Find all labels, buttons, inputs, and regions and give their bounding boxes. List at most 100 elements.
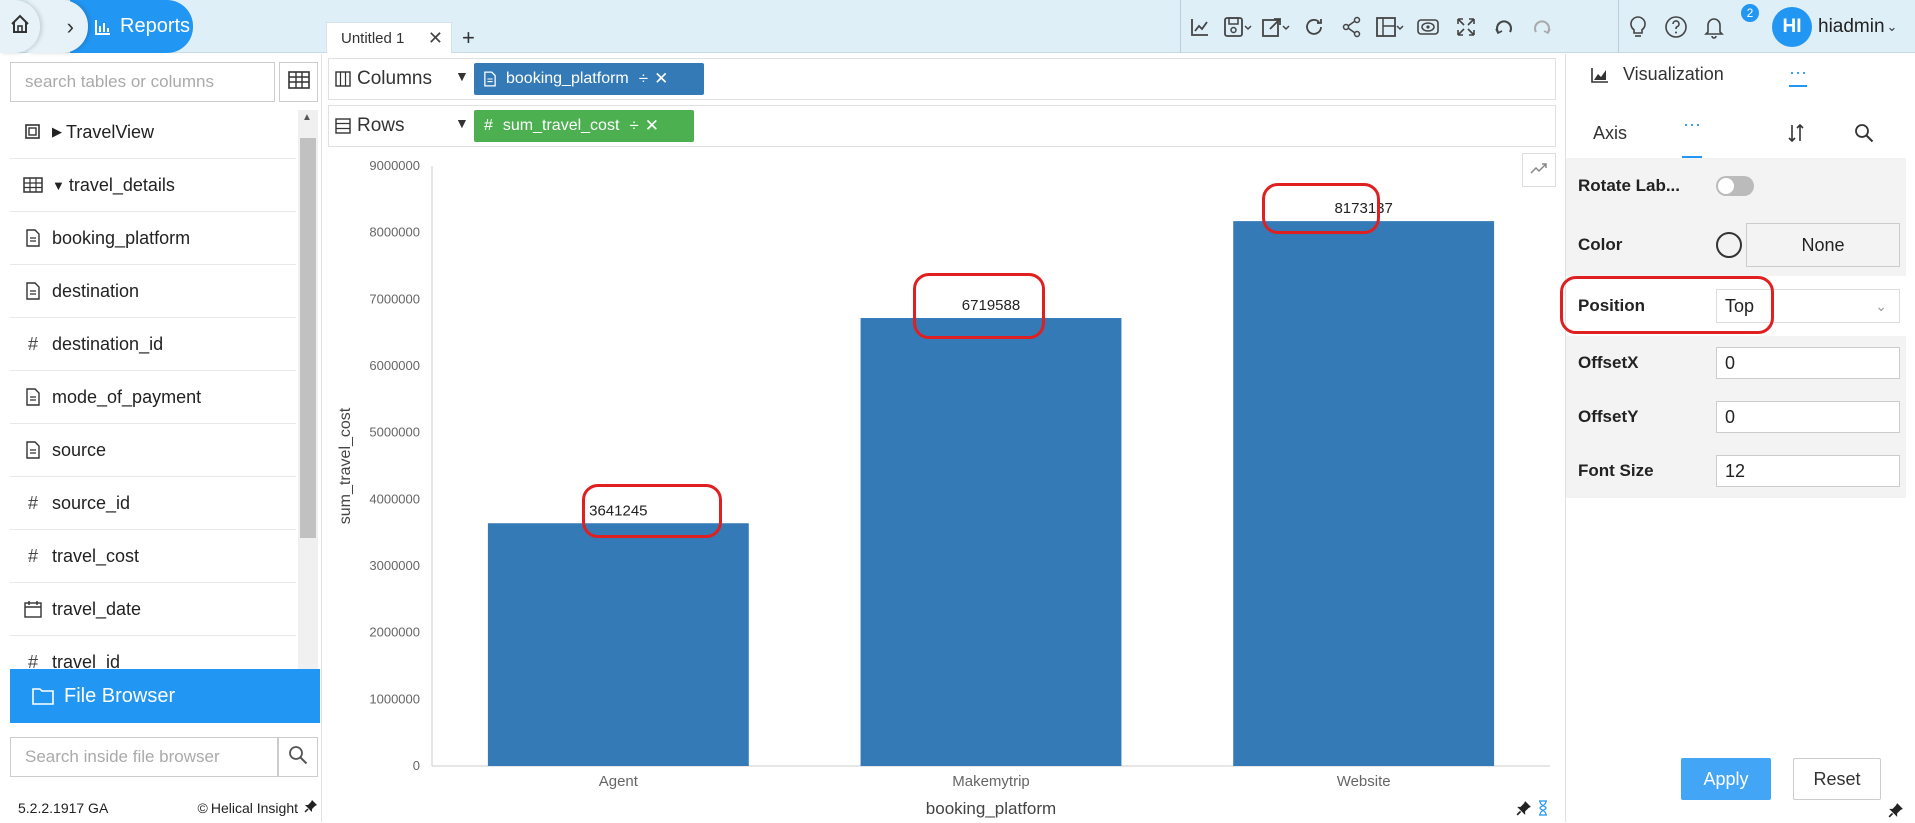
add-tab-button[interactable]: +: [462, 24, 475, 50]
field-destination-id[interactable]: # destination_id: [10, 318, 296, 371]
color-swatch[interactable]: [1716, 232, 1742, 258]
field-mode-of-payment[interactable]: mode_of_payment: [10, 371, 296, 424]
offsetx-input[interactable]: 0: [1716, 347, 1900, 379]
table-search-input[interactable]: [11, 63, 274, 101]
version-label: 5.2.2.1917 GA: [18, 799, 109, 816]
layout-icon[interactable]: [1371, 0, 1409, 53]
field-label: source: [52, 439, 107, 460]
file-browser-button[interactable]: File Browser: [10, 669, 320, 723]
split-icon[interactable]: ÷: [629, 116, 645, 135]
rows-pill-sum-travel-cost[interactable]: # sum_travel_cost ÷✕: [474, 110, 694, 142]
position-select[interactable]: Top ⌄: [1716, 289, 1900, 323]
search-icon[interactable]: [1854, 123, 1874, 143]
line-chart-tool-icon[interactable]: [1181, 0, 1219, 53]
tab-more-active[interactable]: ···: [1682, 114, 1702, 158]
field-travel-cost[interactable]: # travel_cost: [10, 530, 296, 583]
pin-icon[interactable]: [1888, 802, 1904, 823]
font-size-input[interactable]: 12: [1716, 455, 1900, 487]
file-search-button[interactable]: [278, 737, 318, 777]
columns-pill-booking-platform[interactable]: booking_platform ÷✕: [474, 63, 704, 95]
export-icon[interactable]: [1257, 0, 1295, 53]
top-bar: Reports › Untitled 1 ✕ + 2 HI hiadmin: [0, 0, 1915, 53]
hourglass-icon[interactable]: [1538, 800, 1548, 821]
text-field-icon: [22, 441, 44, 459]
y-tick-label: 3000000: [369, 558, 420, 573]
sort-icon[interactable]: [1786, 122, 1806, 144]
pill-actions: ÷✕: [639, 69, 675, 89]
x-tick-label: Agent: [599, 773, 639, 790]
y-tick-label: 7000000: [369, 291, 420, 306]
remove-pill-icon[interactable]: ✕: [644, 116, 665, 135]
expand-arrow-icon[interactable]: ▶: [52, 124, 62, 139]
toggle-knob: [1718, 178, 1734, 194]
pin-icon[interactable]: [1516, 800, 1532, 821]
undo-icon[interactable]: [1485, 0, 1523, 53]
share-icon[interactable]: [1333, 0, 1371, 53]
prop-label: Rotate Lab...: [1578, 176, 1681, 195]
chevron-down-icon: ⌄: [1886, 19, 1898, 34]
y-tick-label: 1000000: [369, 691, 420, 706]
file-search-input[interactable]: [11, 738, 277, 776]
field-travel-date[interactable]: travel_date: [10, 583, 296, 636]
field-label: mode_of_payment: [52, 386, 202, 407]
color-none-button[interactable]: None: [1746, 223, 1900, 267]
apply-button[interactable]: Apply: [1681, 758, 1771, 800]
help-icon[interactable]: [1657, 0, 1695, 53]
scroll-up-icon[interactable]: ▲: [302, 112, 312, 123]
home-button[interactable]: [0, 0, 40, 53]
reports-button[interactable]: Reports: [70, 0, 193, 53]
visualization-more-tab[interactable]: ···: [1789, 62, 1807, 87]
rows-shelf-label[interactable]: Rows ▼: [329, 115, 474, 137]
field-label: travel_cost: [52, 545, 140, 566]
field-source-id[interactable]: # source_id: [10, 477, 296, 530]
field-label: destination_id: [52, 333, 164, 354]
user-menu[interactable]: HI hiadmin ⌄: [1772, 7, 1897, 47]
remove-pill-icon[interactable]: ✕: [654, 69, 675, 88]
text-field-icon: [22, 388, 44, 406]
scroll-thumb[interactable]: [300, 138, 316, 538]
field-booking-platform[interactable]: booking_platform: [10, 212, 296, 265]
chart-area: 0 1000000 2000000 3000000 4000000 5000000 6000…: [328, 150, 1558, 822]
lightbulb-icon[interactable]: [1619, 0, 1657, 53]
preview-icon[interactable]: [1409, 0, 1447, 53]
bar-makemytrip: [860, 318, 1122, 766]
y-tick-label: 6000000: [369, 358, 420, 373]
columns-shelf-label[interactable]: Columns ▼: [329, 68, 474, 90]
tree-item-travel-details[interactable]: ▼ travel_details: [10, 159, 296, 212]
close-tab-icon[interactable]: ✕: [427, 27, 443, 48]
field-source[interactable]: source: [10, 424, 296, 477]
field-destination[interactable]: destination: [10, 265, 296, 318]
y-tick-label: 8000000: [369, 225, 420, 240]
dropdown-arrow-icon[interactable]: ▼: [455, 68, 469, 84]
reset-button[interactable]: Reset: [1793, 758, 1881, 800]
x-axis-title: booking_platform: [926, 799, 1056, 818]
prop-rotate-label: Rotate Lab...: [1566, 158, 1906, 214]
refresh-icon[interactable]: [1295, 0, 1333, 53]
report-tabs: Untitled 1 ✕ +: [326, 22, 485, 53]
tree-scrollbar[interactable]: ▲ ▼: [298, 110, 318, 720]
data-label: 3641245: [589, 502, 647, 519]
dropdown-arrow-icon[interactable]: ▼: [455, 115, 469, 131]
trend-toggle-button[interactable]: [1522, 153, 1556, 187]
save-icon[interactable]: [1219, 0, 1257, 53]
tab-visualization[interactable]: Visualization: [1591, 64, 1724, 85]
highlight-annotation: [1560, 276, 1774, 334]
redo-icon[interactable]: [1523, 0, 1561, 53]
fullscreen-icon[interactable]: [1447, 0, 1485, 53]
tab-untitled-1[interactable]: Untitled 1 ✕: [326, 22, 452, 53]
numeric-field-icon: #: [27, 492, 38, 513]
tree-item-travelview[interactable]: ▶ TravelView: [10, 106, 296, 159]
collapse-arrow-icon[interactable]: ▼: [52, 177, 65, 193]
brand: © Helical Insight: [198, 799, 318, 816]
pin-icon[interactable]: [304, 799, 318, 816]
rotate-label-toggle[interactable]: [1716, 176, 1754, 196]
prop-label: Font Size: [1578, 461, 1654, 480]
tab-axis[interactable]: Axis: [1593, 122, 1628, 143]
table-search: [10, 62, 275, 102]
grid-view-button[interactable]: [279, 62, 318, 102]
split-icon[interactable]: ÷: [638, 69, 655, 88]
rows-label: Rows: [357, 115, 405, 136]
text-field-icon: [22, 282, 44, 300]
notification-bell-icon[interactable]: [1695, 0, 1733, 53]
offsety-input[interactable]: 0: [1716, 401, 1900, 433]
